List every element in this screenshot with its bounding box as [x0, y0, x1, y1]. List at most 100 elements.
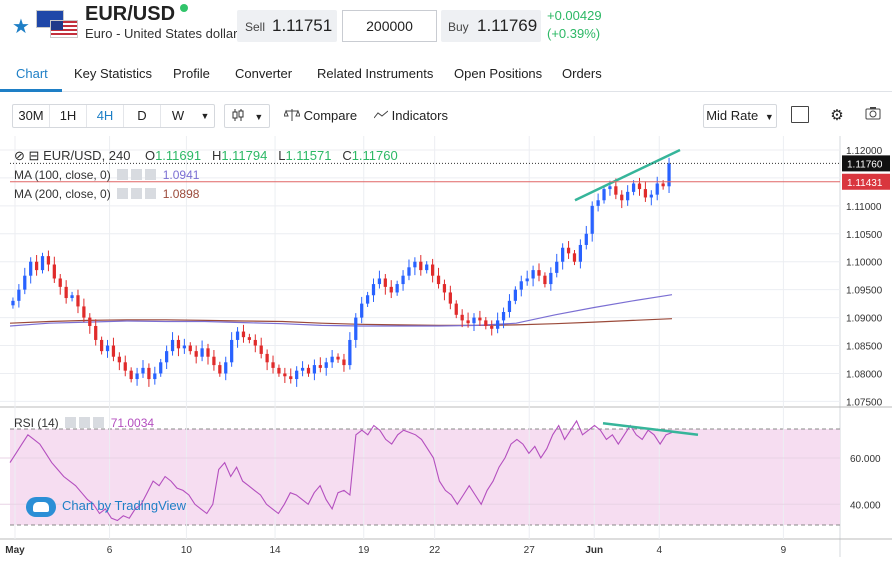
settings-gear-icon[interactable]: ⚙: [830, 107, 844, 124]
candle-body: [389, 286, 393, 293]
interval-w[interactable]: W: [171, 108, 185, 123]
interval-30m[interactable]: 30M: [18, 108, 44, 123]
candle-body: [631, 183, 636, 192]
divider: [86, 105, 87, 127]
watchlist-star-icon[interactable]: ★: [12, 16, 30, 38]
ma200-settings-icon[interactable]: [131, 188, 143, 199]
rsi-settings-icon[interactable]: [79, 417, 91, 428]
candle-body: [23, 275, 27, 290]
candle-body: [448, 292, 452, 304]
buy-button[interactable]: Buy 1.11769: [441, 10, 541, 42]
price-tick-label: 1.11000: [846, 202, 882, 213]
rsi-trendline: [602, 421, 699, 437]
candle-body: [247, 337, 252, 340]
candle-body: [117, 356, 121, 363]
ma100-settings-icon[interactable]: [131, 169, 143, 180]
candle-body: [212, 356, 216, 366]
rsi-axis: 60.000 40.000: [850, 454, 881, 511]
ma200-legend: MA (200, close, 0) 1.0898: [14, 187, 199, 201]
rsi-value: 71.0034: [110, 416, 155, 430]
candle-body: [123, 362, 127, 371]
buy-price: 1.11769: [477, 16, 538, 35]
candle-body: [253, 339, 257, 346]
rsi-polyline: [9, 419, 673, 522]
rsi-visibility-icon[interactable]: [65, 417, 77, 428]
candle-body: [561, 247, 565, 262]
candle-body: [312, 365, 317, 374]
rsi-remove-icon[interactable]: [93, 417, 105, 428]
interval-1h[interactable]: 1H: [59, 108, 77, 123]
time-tick-label: 27: [524, 545, 536, 556]
rsi-label: RSI (14): [14, 416, 59, 430]
chart-type-button[interactable]: ▼: [224, 104, 270, 128]
interval-d[interactable]: D: [137, 108, 147, 123]
last-price-badge-label: 1.11760: [847, 159, 883, 170]
ma-price-badge: [842, 173, 890, 190]
open-value: 1.11691: [155, 148, 202, 163]
low-value: 1.11571: [285, 148, 332, 163]
candle-body: [218, 365, 222, 374]
last-price-badge: [842, 155, 890, 172]
chart-area[interactable]: 1.120001.115001.110001.105001.100001.095…: [0, 136, 892, 557]
compare-label: Compare: [303, 108, 358, 123]
time-axis: May 6 10 14 19 22 27 Jun 4 9: [5, 545, 786, 556]
candle-body: [419, 261, 423, 271]
candle-body: [614, 186, 618, 195]
indicators-button[interactable]: Indicators: [371, 105, 451, 127]
eye-icon[interactable]: ⊘: [14, 148, 25, 163]
price-change: +0.00429: [547, 8, 602, 23]
candle-body: [52, 264, 56, 279]
ma100-visibility-icon[interactable]: [117, 169, 129, 180]
ma100-remove-icon[interactable]: [145, 169, 157, 180]
ma200-visibility-icon[interactable]: [117, 188, 129, 199]
tab-open-positions[interactable]: Open Positions: [454, 66, 543, 81]
candle-body: [466, 320, 470, 324]
price-axis: 1.120001.115001.110001.105001.100001.095…: [842, 146, 890, 408]
ma200-line: [9, 318, 673, 326]
candle-body: [572, 253, 577, 262]
time-tick-label: 4: [656, 545, 662, 556]
quantity-input[interactable]: 200000: [342, 10, 437, 42]
candle-body: [170, 339, 175, 352]
tradingview-watermark[interactable]: Chart by TradingView: [22, 494, 190, 518]
sell-price: 1.11751: [272, 16, 333, 35]
interval-dropdown-icon[interactable]: ▼: [200, 111, 210, 121]
candle-body: [206, 348, 210, 357]
candle-body: [141, 367, 145, 374]
ma100-legend: MA (100, close, 0) 1.0941: [14, 168, 199, 182]
price-type-select[interactable]: Mid Rate ▼: [703, 104, 777, 128]
high-label: H: [211, 148, 222, 163]
candle-body: [224, 362, 228, 374]
sell-button[interactable]: Sell 1.11751: [237, 10, 337, 42]
ma200-remove-icon[interactable]: [145, 188, 157, 199]
candle-body: [342, 359, 346, 366]
fullscreen-toggle[interactable]: [791, 106, 809, 123]
tab-orders[interactable]: Orders: [562, 66, 602, 81]
candle-body: [395, 284, 399, 293]
close-label: C: [342, 148, 352, 163]
candle-body: [289, 376, 293, 380]
candle-body: [82, 306, 86, 318]
chevron-down-icon: ▼: [764, 112, 774, 122]
candle-body: [29, 261, 33, 276]
candle-body: [371, 284, 376, 296]
minimize-icon[interactable]: ⊟: [28, 148, 40, 163]
candle-body: [99, 339, 104, 352]
candle-body: [241, 331, 246, 338]
tab-chart[interactable]: Chart: [16, 66, 48, 81]
tab-related-instruments[interactable]: Related Instruments: [317, 66, 434, 81]
tab-profile[interactable]: Profile: [173, 66, 210, 81]
candle-body: [153, 373, 157, 380]
price-chart-svg[interactable]: 1.120001.115001.110001.105001.100001.095…: [0, 136, 892, 557]
tab-key-statistics[interactable]: Key Statistics: [74, 66, 153, 81]
main-series-legend: ⊘ ⊟ EUR/USD, 240 O1.11691 H1.11794 L1.11…: [14, 148, 398, 164]
candle-body: [608, 186, 612, 190]
compare-button[interactable]: Compare: [283, 105, 358, 127]
camera-icon[interactable]: [865, 105, 881, 127]
ma100-line: [9, 294, 673, 327]
price-type-value: Mid Rate: [706, 108, 759, 123]
interval-4h[interactable]: 4H: [96, 108, 114, 123]
candle-body: [549, 272, 553, 285]
price-tick-label: 1.09000: [846, 314, 883, 325]
tab-converter[interactable]: Converter: [235, 66, 293, 81]
